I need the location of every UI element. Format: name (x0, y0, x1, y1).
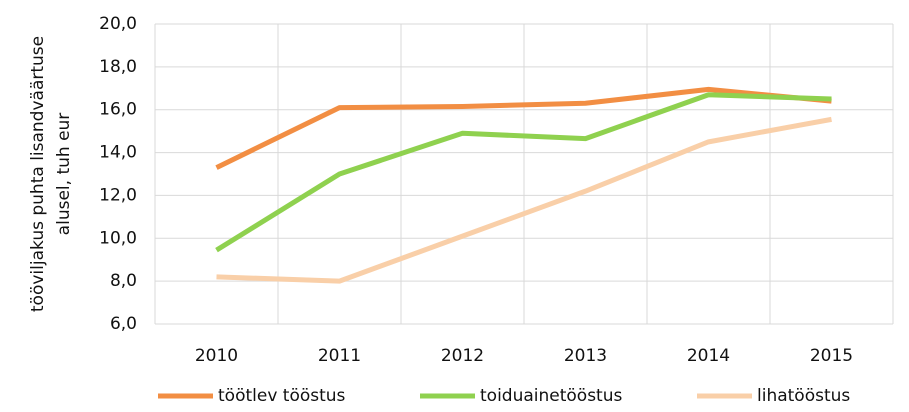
x-tick-label: 2010 (195, 346, 238, 366)
legend-label: toiduainetööstus (480, 386, 622, 406)
x-tick-label: 2013 (564, 346, 607, 366)
y-tick-label: 10,0 (99, 228, 137, 248)
y-tick-label: 8,0 (110, 271, 137, 291)
y-tick-label: 18,0 (99, 57, 137, 77)
y-tick-label: 14,0 (99, 143, 137, 163)
y-tick-label: 12,0 (99, 185, 137, 205)
legend-label: lihatööstus (757, 386, 850, 406)
series-line (215, 86, 832, 170)
series-line (216, 116, 832, 284)
y-tick-label: 20,0 (99, 14, 137, 34)
x-tick-label: 2015 (810, 346, 853, 366)
x-tick-label: 2011 (318, 346, 361, 366)
series-line (215, 92, 832, 253)
y-tick-label: 16,0 (99, 100, 137, 120)
y-axis-label: alusel, tuh eur (54, 113, 74, 236)
y-tick-label: 6,0 (110, 314, 137, 334)
legend-label: töötlev tööstus (218, 386, 346, 406)
x-tick-label: 2014 (687, 346, 730, 366)
y-axis-label: tööviljakus puhta lisandväärtuse (28, 36, 48, 312)
x-tick-label: 2012 (441, 346, 484, 366)
